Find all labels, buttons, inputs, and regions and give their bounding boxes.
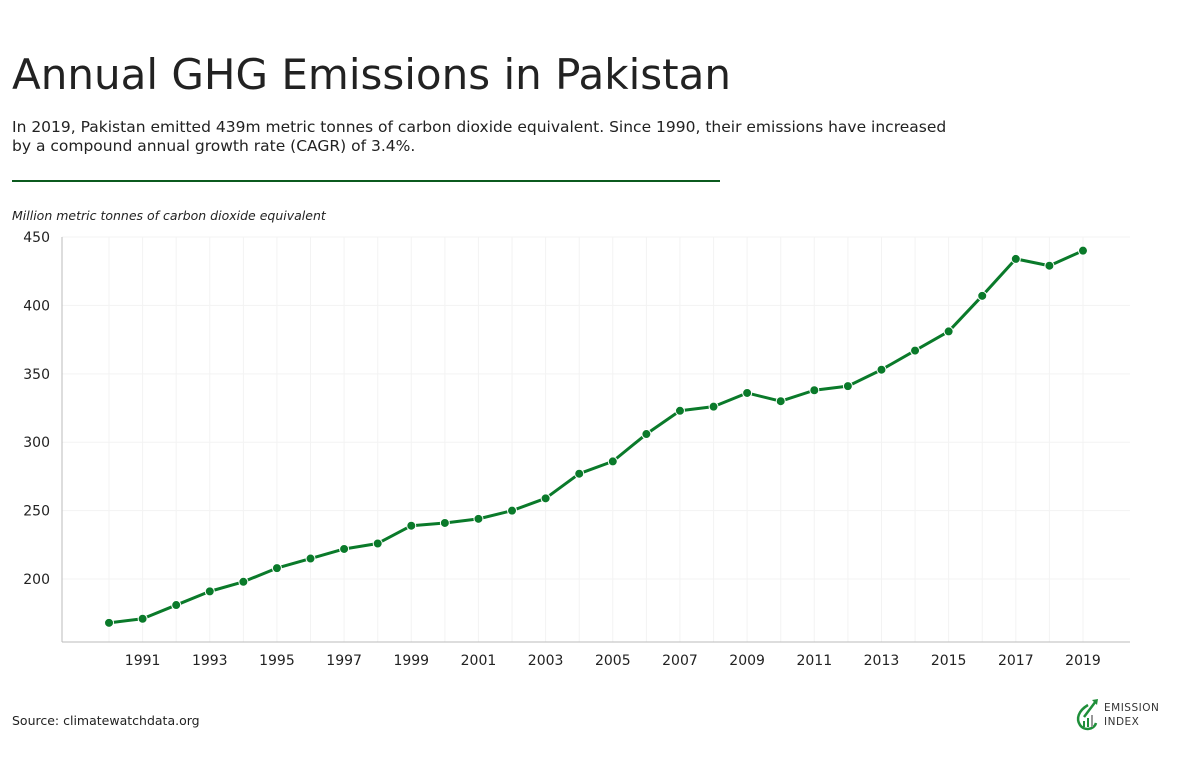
data-point <box>1010 253 1021 264</box>
data-point <box>708 401 719 412</box>
y-tick-label: 400 <box>23 298 50 314</box>
x-tick-label: 1995 <box>259 653 295 669</box>
data-point <box>339 543 350 554</box>
data-point <box>1044 260 1055 271</box>
data-point <box>977 290 988 301</box>
x-tick-label: 2019 <box>1065 653 1101 669</box>
data-point <box>271 563 282 574</box>
data-point <box>775 396 786 407</box>
emission-index-logo: EMISSION INDEX <box>1074 697 1159 733</box>
data-point <box>674 405 685 416</box>
data-point <box>574 468 585 479</box>
logo-text-line2: INDEX <box>1104 716 1140 728</box>
data-point <box>104 617 115 628</box>
data-point <box>473 513 484 524</box>
data-point <box>137 613 148 624</box>
logo-icon <box>1076 699 1098 731</box>
x-tick-label: 2007 <box>662 653 698 669</box>
data-point <box>171 600 182 611</box>
series-line <box>108 249 1084 625</box>
divider <box>12 180 720 182</box>
data-point <box>842 381 853 392</box>
data-point <box>641 429 652 440</box>
x-tick-label: 1997 <box>326 653 362 669</box>
data-point <box>809 385 820 396</box>
y-tick-label: 450 <box>23 230 50 246</box>
data-point <box>607 456 618 467</box>
data-point <box>876 364 887 375</box>
x-tick-label: 1999 <box>393 653 429 669</box>
y-tick-label: 350 <box>23 367 50 383</box>
x-tick-label: 1991 <box>125 653 161 669</box>
y-tick-label: 200 <box>23 572 50 588</box>
data-point <box>943 326 954 337</box>
data-point <box>910 345 921 356</box>
data-point <box>1077 245 1088 256</box>
x-tick-label: 2003 <box>528 653 564 669</box>
y-tick-label: 300 <box>23 435 50 451</box>
data-point <box>238 576 249 587</box>
page-title: Annual GHG Emissions in Pakistan <box>12 50 731 99</box>
x-tick-label: 1993 <box>192 653 228 669</box>
data-point <box>439 517 450 528</box>
source-note: Source: climatewatchdata.org <box>12 713 200 728</box>
x-tick-label: 2001 <box>461 653 497 669</box>
x-tick-label: 2015 <box>931 653 967 669</box>
x-tick-label: 2011 <box>796 653 832 669</box>
data-point <box>742 387 753 398</box>
data-point <box>305 553 316 564</box>
page-subtitle: In 2019, Pakistan emitted 439m metric to… <box>12 118 947 155</box>
x-tick-label: 2013 <box>864 653 900 669</box>
x-tick-label: 2009 <box>729 653 765 669</box>
x-tick-label: 2017 <box>998 653 1034 669</box>
y-axis-label: Million metric tonnes of carbon dioxide … <box>12 208 326 223</box>
data-point <box>507 505 518 516</box>
x-tick-label: 2005 <box>595 653 631 669</box>
data-point <box>540 493 551 504</box>
data-point <box>406 520 417 531</box>
data-point <box>204 586 215 597</box>
y-tick-label: 250 <box>23 504 50 520</box>
data-point <box>372 538 383 549</box>
logo-text-line1: EMISSION <box>1104 702 1160 714</box>
